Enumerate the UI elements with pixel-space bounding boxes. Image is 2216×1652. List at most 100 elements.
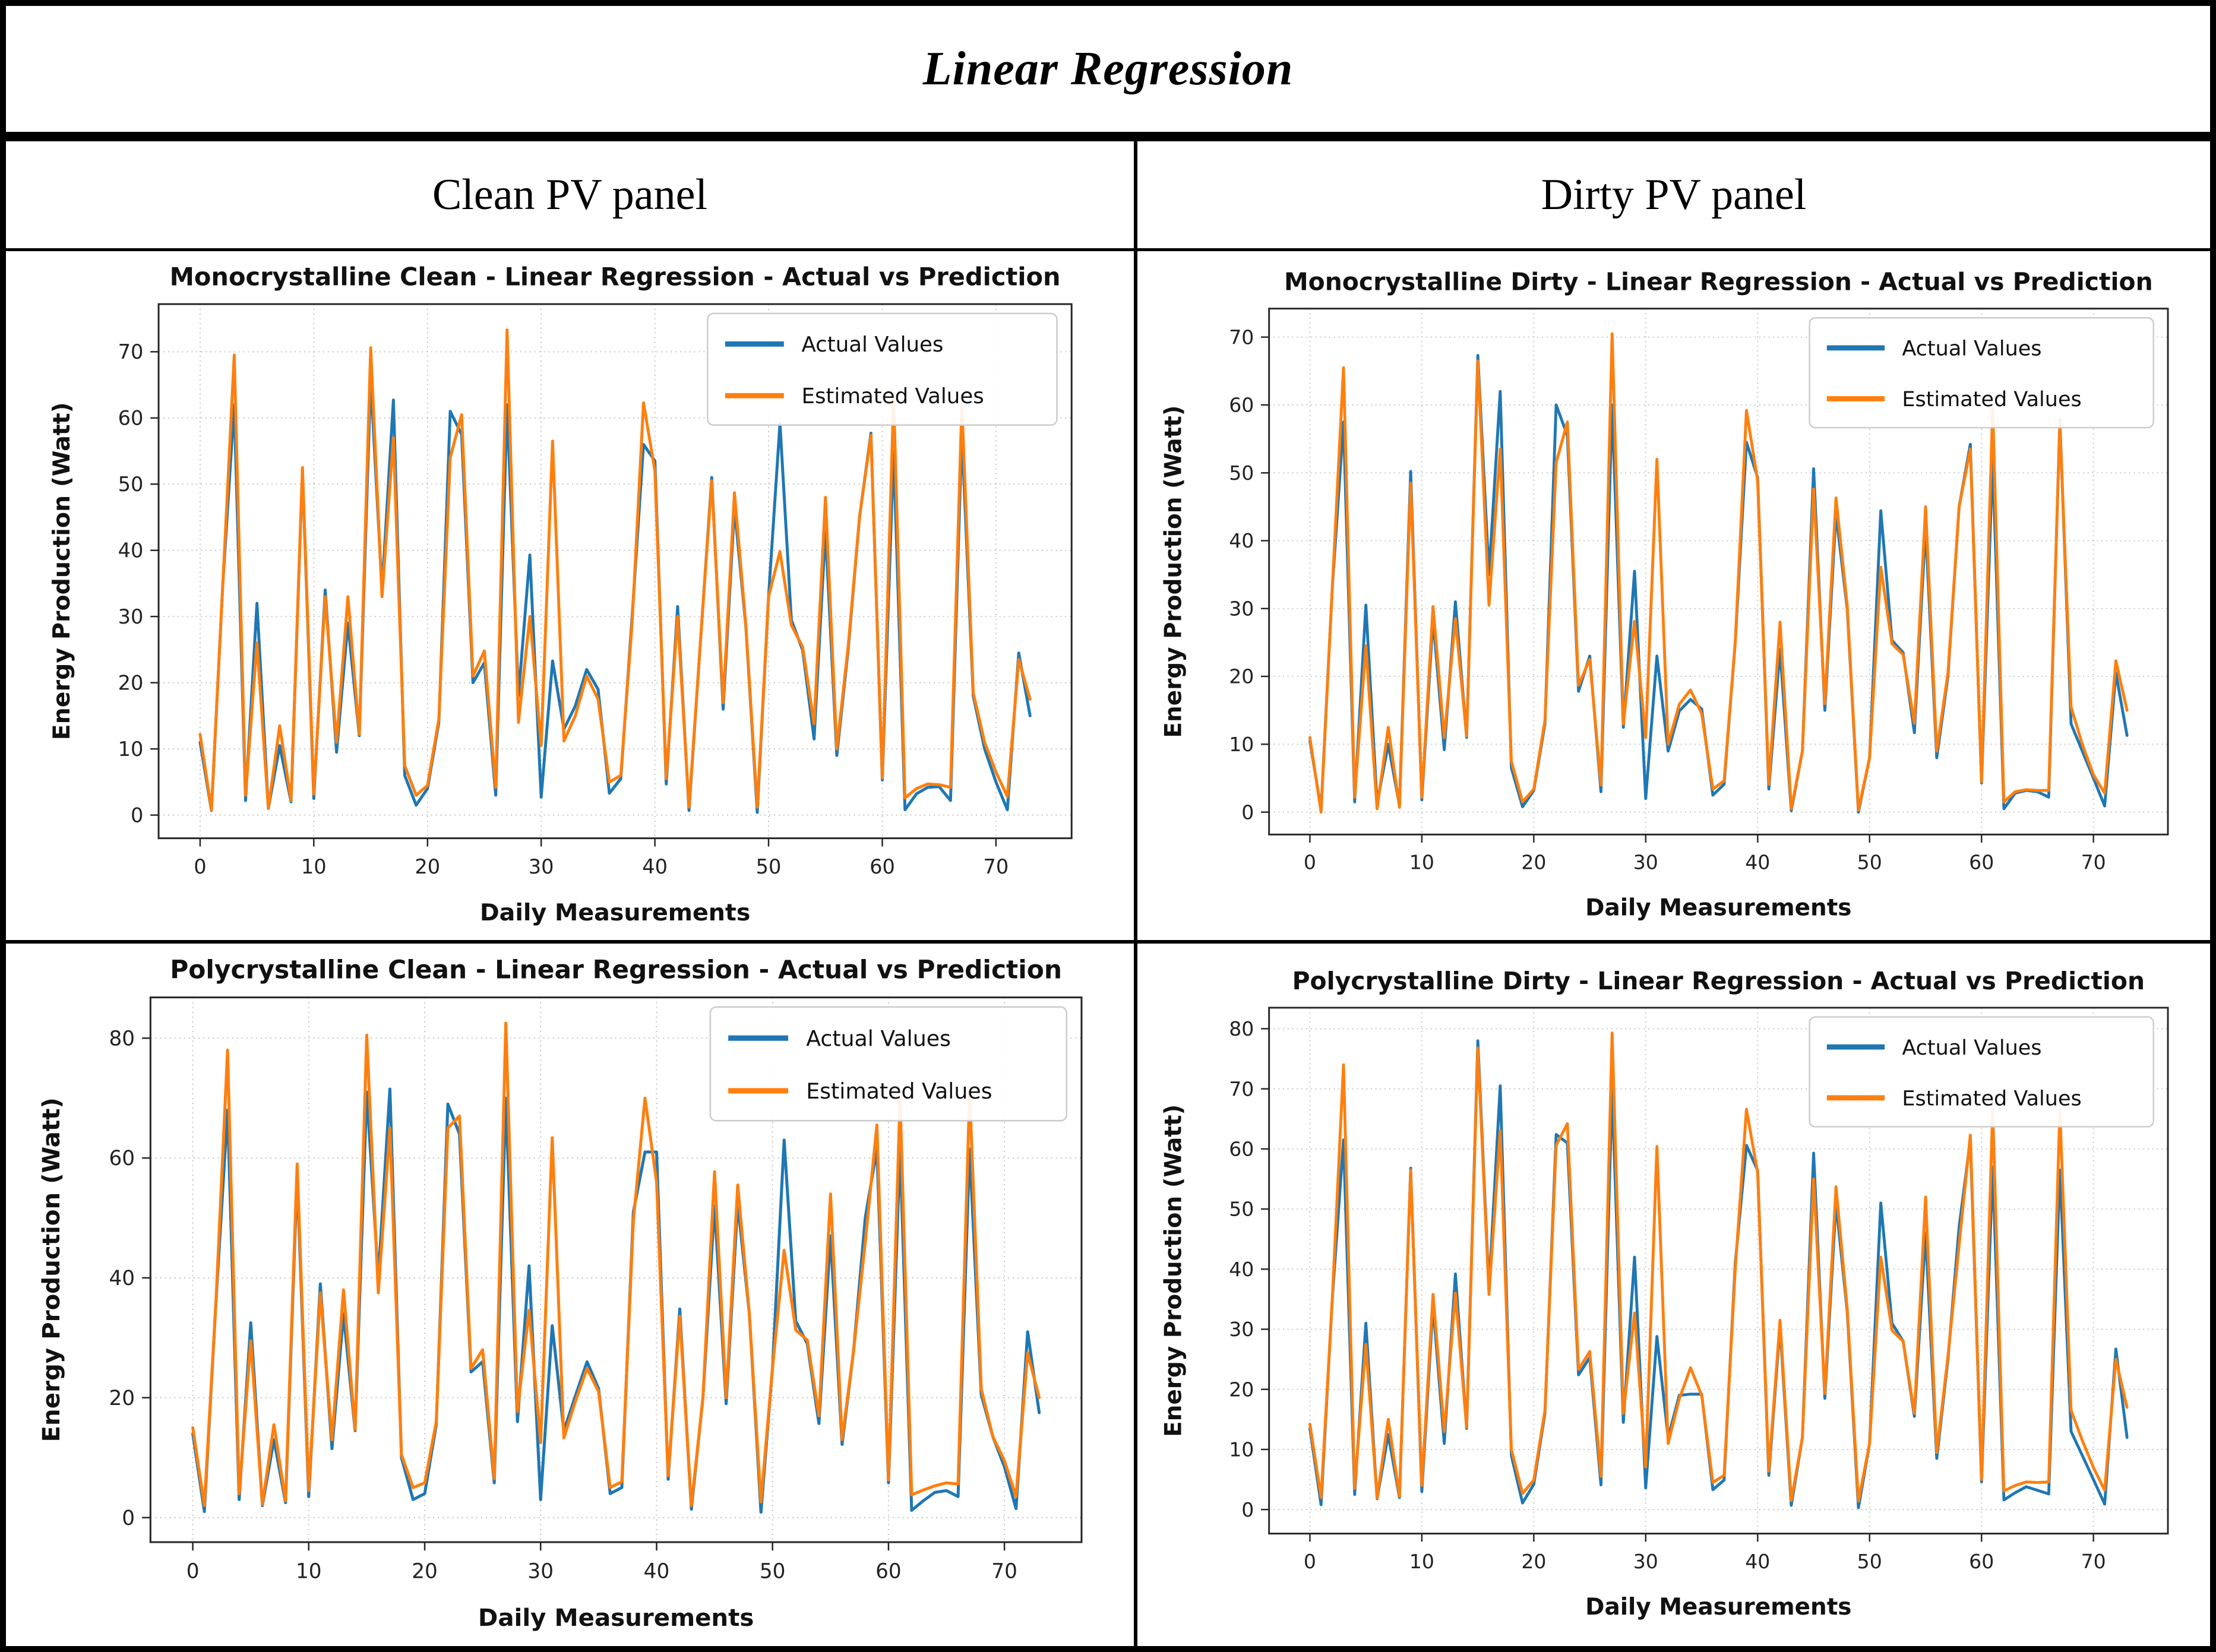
svg-text:Actual Values: Actual Values: [1902, 336, 2041, 360]
svg-text:Energy Production (Watt): Energy Production (Watt): [1161, 1105, 1187, 1437]
svg-text:70: 70: [984, 855, 1009, 878]
svg-text:40: 40: [1229, 529, 1254, 552]
svg-text:20: 20: [118, 671, 144, 694]
svg-text:30: 30: [529, 855, 554, 878]
chart-poly-dirty: 0 10 20 30 40 50 60 70 0 10 20 30 40 50 60 70 80 Polycrys…: [1137, 944, 2210, 1646]
svg-text:0: 0: [131, 803, 143, 827]
svg-text:Daily Measurements: Daily Measurements: [478, 1604, 754, 1632]
column-header-clean: Clean PV panel: [432, 170, 708, 219]
svg-text:40: 40: [109, 1267, 135, 1290]
svg-text:70: 70: [2081, 850, 2106, 874]
svg-text:30: 30: [118, 605, 144, 628]
svg-text:60: 60: [1229, 393, 1254, 416]
svg-text:30: 30: [1229, 597, 1254, 620]
svg-text:Energy Production (Watt): Energy Production (Watt): [48, 402, 75, 740]
svg-text:60: 60: [876, 1559, 902, 1583]
svg-text:50: 50: [118, 473, 144, 496]
svg-text:10: 10: [1409, 850, 1434, 874]
svg-text:0: 0: [186, 1559, 200, 1583]
svg-text:10: 10: [301, 855, 327, 878]
svg-text:60: 60: [1229, 1137, 1254, 1160]
svg-text:50: 50: [756, 855, 782, 878]
svg-text:40: 40: [644, 1559, 670, 1583]
svg-text:40: 40: [1745, 850, 1770, 874]
svg-text:Energy Production (Watt): Energy Production (Watt): [38, 1097, 66, 1442]
chart-cell-poly-dirty: 0 10 20 30 40 50 60 70 0 10 20 30 40 50 60 70 80 Polycrys…: [1137, 944, 2210, 1646]
svg-text:60: 60: [1969, 1550, 1994, 1573]
svg-text:0: 0: [122, 1507, 135, 1530]
svg-text:80: 80: [1229, 1017, 1254, 1040]
svg-text:10: 10: [296, 1559, 322, 1583]
chart-cell-mono-clean: 0 10 20 30 40 50 60 70 0 10 20 30 40 50 60 70 Monocrysta…: [6, 251, 1137, 940]
svg-text:70: 70: [992, 1559, 1018, 1583]
column-header-row: Clean PV panel Dirty PV panel: [6, 141, 2210, 251]
svg-text:70: 70: [1229, 1077, 1254, 1100]
svg-text:0: 0: [1241, 800, 1254, 824]
svg-text:20: 20: [415, 855, 441, 878]
svg-text:Estimated Values: Estimated Values: [1902, 387, 2081, 412]
svg-text:0: 0: [194, 855, 207, 878]
charts-row-mono: 0 10 20 30 40 50 60 70 0 10 20 30 40 50 60 70 Monocrysta…: [6, 251, 2210, 944]
svg-text:Estimated Values: Estimated Values: [1902, 1086, 2081, 1110]
svg-text:60: 60: [118, 406, 144, 429]
svg-text:50: 50: [1857, 850, 1882, 874]
chart-mono-dirty: 0 10 20 30 40 50 60 70 0 10 20 30 40 50 60 70 Monocrysta…: [1137, 251, 2210, 940]
svg-text:20: 20: [1521, 850, 1546, 874]
svg-text:60: 60: [870, 855, 896, 878]
column-header-dirty-cell: Dirty PV panel: [1137, 141, 2210, 248]
svg-text:Monocrystalline Clean - Linea: Monocrystalline Clean - Linear Regressio…: [170, 262, 1061, 291]
svg-text:30: 30: [528, 1559, 554, 1583]
svg-text:Daily Measurements: Daily Measurements: [480, 899, 751, 926]
svg-text:70: 70: [118, 340, 144, 363]
svg-text:Actual Values: Actual Values: [807, 1026, 951, 1051]
svg-text:Estimated Values: Estimated Values: [802, 384, 984, 409]
svg-text:60: 60: [1969, 850, 1994, 874]
svg-text:Energy Production (Watt): Energy Production (Watt): [1161, 405, 1187, 738]
svg-text:70: 70: [2081, 1550, 2106, 1573]
svg-text:40: 40: [1229, 1258, 1254, 1281]
svg-text:80: 80: [109, 1027, 135, 1050]
svg-text:30: 30: [1633, 850, 1658, 874]
svg-text:10: 10: [118, 738, 144, 761]
svg-text:20: 20: [1229, 1378, 1254, 1401]
svg-text:10: 10: [1409, 1550, 1434, 1573]
svg-text:30: 30: [1229, 1318, 1254, 1341]
svg-text:20: 20: [412, 1559, 438, 1583]
svg-text:Monocrystalline Dirty - Linear: Monocrystalline Dirty - Linear Regressio…: [1284, 267, 2153, 296]
svg-text:20: 20: [1229, 664, 1254, 688]
svg-text:10: 10: [1229, 733, 1254, 756]
svg-text:70: 70: [1229, 325, 1254, 349]
svg-text:40: 40: [1745, 1550, 1770, 1573]
svg-text:40: 40: [643, 855, 668, 878]
svg-text:50: 50: [1229, 1198, 1254, 1221]
svg-text:30: 30: [1633, 1550, 1658, 1573]
chart-cell-mono-dirty: 0 10 20 30 40 50 60 70 0 10 20 30 40 50 60 70 Monocrysta…: [1137, 251, 2210, 940]
svg-text:50: 50: [1229, 461, 1254, 485]
chart-mono-clean: 0 10 20 30 40 50 60 70 0 10 20 30 40 50 60 70 Monocrysta…: [6, 251, 1134, 940]
svg-text:0: 0: [1304, 1550, 1316, 1573]
svg-text:Actual Values: Actual Values: [802, 333, 944, 357]
svg-text:20: 20: [109, 1387, 135, 1410]
svg-text:0: 0: [1241, 1498, 1254, 1521]
svg-text:40: 40: [118, 539, 144, 562]
table-title-row: Linear Regression: [6, 6, 2210, 141]
svg-text:Estimated Values: Estimated Values: [807, 1078, 992, 1104]
svg-text:0: 0: [1304, 850, 1316, 874]
charts-row-poly: 0 10 20 30 40 50 60 70 0 20 40 60 80 Polycrystalline …: [6, 944, 2210, 1646]
column-header-dirty: Dirty PV panel: [1541, 170, 1807, 219]
svg-text:Actual Values: Actual Values: [1902, 1036, 2041, 1060]
svg-text:Daily Measurements: Daily Measurements: [1585, 894, 1851, 921]
chart-cell-poly-clean: 0 10 20 30 40 50 60 70 0 20 40 60 80 Polycrystalline …: [6, 944, 1137, 1646]
svg-text:50: 50: [760, 1559, 786, 1583]
svg-text:60: 60: [109, 1147, 135, 1170]
page-title: Linear Regression: [922, 42, 1294, 95]
svg-text:Polycrystalline Clean - Linear: Polycrystalline Clean - Linear Regressio…: [170, 955, 1063, 984]
svg-text:20: 20: [1521, 1550, 1546, 1573]
svg-text:Polycrystalline Dirty - Linear: Polycrystalline Dirty - Linear Regressio…: [1292, 967, 2145, 995]
svg-text:Daily Measurements: Daily Measurements: [1585, 1594, 1851, 1621]
svg-text:50: 50: [1857, 1550, 1882, 1573]
svg-text:10: 10: [1229, 1438, 1254, 1461]
column-header-clean-cell: Clean PV panel: [6, 141, 1137, 248]
chart-poly-clean: 0 10 20 30 40 50 60 70 0 20 40 60 80 Polycrystalline …: [6, 944, 1134, 1646]
